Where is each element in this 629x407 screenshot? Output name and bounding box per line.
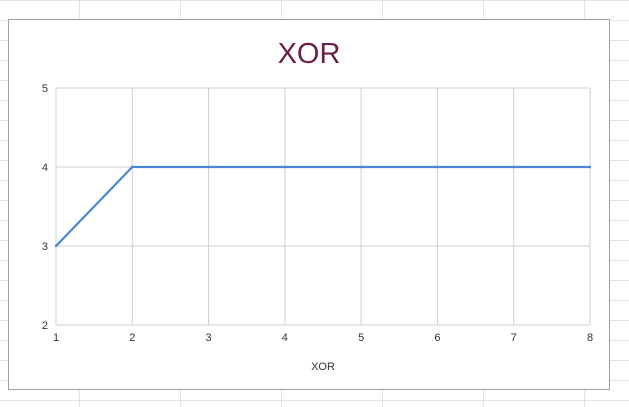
x-tick-label: 2 <box>129 332 135 344</box>
x-tick-label: 5 <box>358 332 364 344</box>
series-layer <box>54 165 592 248</box>
x-tick-label: 6 <box>434 332 440 344</box>
x-tick-label: 4 <box>282 332 288 344</box>
data-point[interactable] <box>283 165 287 169</box>
data-point[interactable] <box>512 165 515 169</box>
x-axis-title: XOR <box>311 361 335 373</box>
y-tick-label: 4 <box>42 162 48 174</box>
x-tick-label: 7 <box>511 332 517 344</box>
data-point[interactable] <box>359 165 363 169</box>
series-line[interactable] <box>54 165 592 248</box>
chart-title: XOR <box>278 38 341 70</box>
chart-area[interactable] <box>8 19 610 390</box>
data-point[interactable] <box>588 165 592 169</box>
x-tick-label: 8 <box>587 332 593 344</box>
y-tick-label: 3 <box>42 241 48 253</box>
data-point[interactable] <box>207 165 210 169</box>
data-point[interactable] <box>436 165 439 169</box>
gridlines <box>55 87 591 326</box>
data-point[interactable] <box>54 244 58 248</box>
data-point[interactable] <box>131 165 134 169</box>
y-tick-label: 2 <box>42 320 48 332</box>
y-tick-label: 5 <box>42 83 48 95</box>
x-tick-label: 1 <box>53 332 59 344</box>
x-tick-label: 3 <box>206 332 212 344</box>
